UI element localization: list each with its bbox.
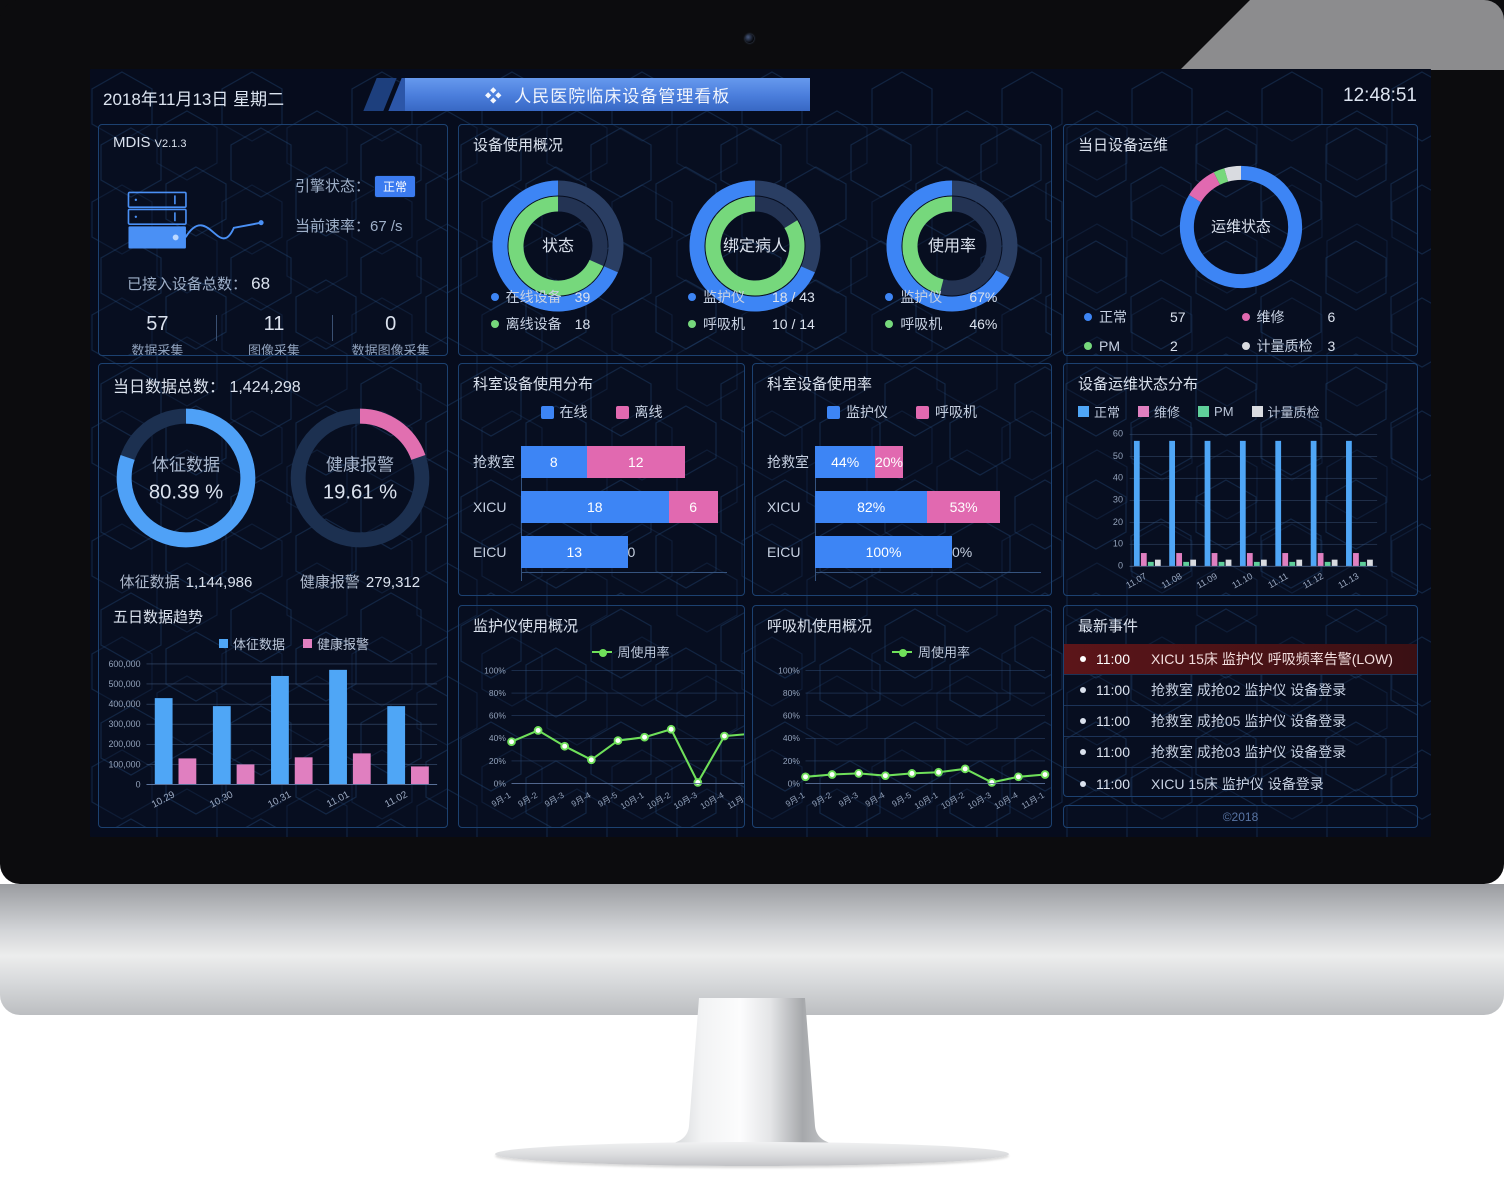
svg-text:80%: 80% xyxy=(783,688,800,698)
svg-text:0: 0 xyxy=(136,779,141,789)
svg-text:80.39 %: 80.39 % xyxy=(149,481,223,503)
svg-text:19.61 %: 19.61 % xyxy=(323,481,397,503)
svg-text:9月-5: 9月-5 xyxy=(596,790,619,809)
svg-text:11.02: 11.02 xyxy=(383,789,409,810)
svg-text:11月-1: 11月-1 xyxy=(726,790,745,811)
svg-text:40%: 40% xyxy=(489,733,506,743)
svg-text:10月-2: 10月-2 xyxy=(645,790,672,812)
svg-text:9月-1: 9月-1 xyxy=(784,790,807,809)
svg-text:20%: 20% xyxy=(489,756,506,766)
svg-text:10月-1: 10月-1 xyxy=(619,790,646,812)
svg-text:10: 10 xyxy=(1113,539,1123,549)
svg-text:运维状态: 运维状态 xyxy=(1211,219,1271,236)
svg-text:10月-3: 10月-3 xyxy=(672,790,699,812)
svg-text:9月-2: 9月-2 xyxy=(516,790,539,809)
svg-text:0%: 0% xyxy=(788,778,801,788)
svg-text:10月-2: 10月-2 xyxy=(939,790,966,812)
svg-text:10月-1: 10月-1 xyxy=(913,790,940,812)
svg-text:10.29: 10.29 xyxy=(150,789,177,811)
svg-text:60%: 60% xyxy=(783,711,800,721)
svg-text:60%: 60% xyxy=(489,711,506,721)
svg-text:9月-2: 9月-2 xyxy=(810,790,833,809)
svg-text:30: 30 xyxy=(1113,495,1123,505)
svg-text:9月-5: 9月-5 xyxy=(890,790,913,809)
svg-text:40: 40 xyxy=(1113,473,1123,483)
svg-text:11.11: 11.11 xyxy=(1266,571,1289,590)
svg-text:40%: 40% xyxy=(783,733,800,743)
svg-text:体征数据: 体征数据 xyxy=(152,456,220,475)
svg-text:11月-1: 11月-1 xyxy=(1020,790,1047,811)
svg-text:10月-4: 10月-4 xyxy=(698,790,725,812)
svg-text:50: 50 xyxy=(1113,451,1123,461)
svg-text:100,000: 100,000 xyxy=(108,759,140,769)
svg-text:11.10: 11.10 xyxy=(1230,571,1254,591)
svg-text:10.31: 10.31 xyxy=(266,789,293,811)
svg-text:绑定病人: 绑定病人 xyxy=(723,237,787,255)
svg-text:9月-4: 9月-4 xyxy=(863,790,886,809)
svg-text:10月-3: 10月-3 xyxy=(966,790,993,812)
svg-text:11.09: 11.09 xyxy=(1195,571,1219,591)
svg-text:健康报警: 健康报警 xyxy=(326,456,394,475)
svg-text:20: 20 xyxy=(1113,517,1123,527)
svg-text:400,000: 400,000 xyxy=(108,699,140,709)
svg-text:9月-3: 9月-3 xyxy=(543,790,566,809)
svg-text:20%: 20% xyxy=(783,756,800,766)
svg-text:100%: 100% xyxy=(484,665,506,675)
svg-text:100%: 100% xyxy=(778,665,800,675)
svg-text:10.30: 10.30 xyxy=(208,789,235,811)
svg-text:11.08: 11.08 xyxy=(1160,571,1184,591)
svg-text:状态: 状态 xyxy=(542,237,574,255)
svg-text:0%: 0% xyxy=(494,778,507,788)
svg-text:300,000: 300,000 xyxy=(108,719,140,729)
svg-text:使用率: 使用率 xyxy=(928,237,976,255)
svg-text:60: 60 xyxy=(1113,429,1123,439)
svg-text:0: 0 xyxy=(1118,561,1123,571)
svg-text:500,000: 500,000 xyxy=(108,679,140,689)
svg-text:9月-4: 9月-4 xyxy=(569,790,592,809)
svg-text:600,000: 600,000 xyxy=(108,659,140,669)
svg-text:9月-3: 9月-3 xyxy=(837,790,860,809)
svg-text:10月-4: 10月-4 xyxy=(992,790,1019,812)
svg-text:11.13: 11.13 xyxy=(1336,571,1360,591)
svg-text:9月-1: 9月-1 xyxy=(490,790,513,809)
svg-text:11.07: 11.07 xyxy=(1124,571,1148,591)
svg-text:200,000: 200,000 xyxy=(108,739,140,749)
svg-text:11.01: 11.01 xyxy=(325,789,352,810)
svg-text:80%: 80% xyxy=(489,688,506,698)
svg-text:11.12: 11.12 xyxy=(1301,571,1325,591)
